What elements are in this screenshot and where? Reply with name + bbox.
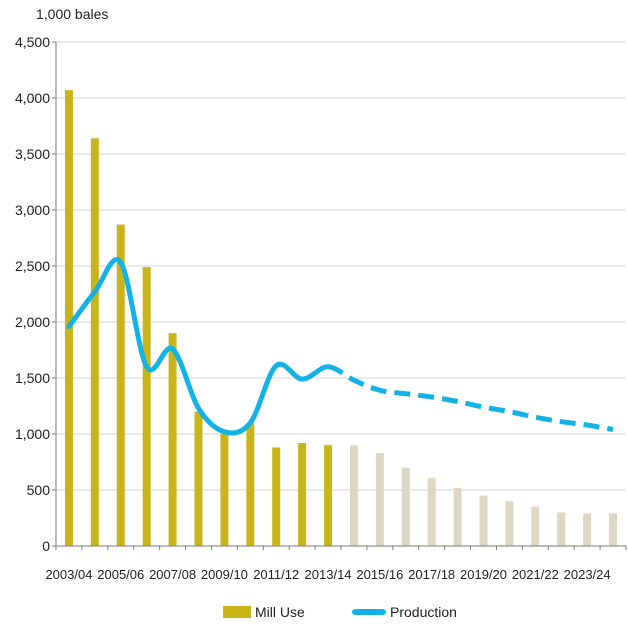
x-tick-label: 2015/16 bbox=[356, 567, 403, 582]
mill-use-bar bbox=[427, 477, 436, 546]
y-axis-ticks: 0 500 1,000 1,500 2,000 2,500 3,000 3,500 4,000 4… bbox=[15, 34, 56, 554]
mill-use-bar bbox=[220, 434, 229, 546]
mill-use-bar bbox=[246, 422, 255, 546]
x-axis bbox=[55, 545, 627, 550]
y-tick-label: 4,500 bbox=[15, 34, 50, 50]
mill-use-bar bbox=[609, 513, 618, 546]
unit-label: 1,000 bales bbox=[36, 6, 109, 22]
x-tick-label: 2005/06 bbox=[97, 567, 144, 582]
production-line-projected bbox=[327, 364, 614, 432]
production-line bbox=[66, 257, 614, 436]
y-tick-label: 1,500 bbox=[15, 370, 50, 386]
mill-use-bar bbox=[142, 267, 151, 546]
y-tick-label: 2,500 bbox=[15, 258, 50, 274]
production-line-actual bbox=[66, 257, 331, 436]
y-tick-label: 3,000 bbox=[15, 202, 50, 218]
mill-use-bar bbox=[557, 512, 566, 546]
mill-use-bar bbox=[64, 90, 73, 546]
legend-item-mill-use: Mill Use bbox=[223, 604, 305, 620]
x-tick-label: 2019/20 bbox=[460, 567, 507, 582]
mill-use-bar bbox=[453, 487, 462, 546]
mill-use-bar bbox=[401, 467, 410, 546]
legend: Mill Use Production bbox=[0, 604, 628, 624]
legend-label-mill-use: Mill Use bbox=[255, 604, 305, 620]
y-tick-label: 500 bbox=[27, 482, 51, 498]
y-tick-label: 3,500 bbox=[15, 146, 50, 162]
legend-swatch-bar bbox=[223, 606, 251, 618]
x-tick-label: 2009/10 bbox=[201, 567, 248, 582]
mill-use-bar bbox=[194, 411, 203, 546]
x-tick-label: 2013/14 bbox=[305, 567, 352, 582]
mill-use-bar bbox=[505, 501, 514, 546]
mill-use-bar bbox=[479, 495, 488, 546]
mill-use-bar bbox=[375, 453, 384, 546]
x-tick-label: 2023/24 bbox=[564, 567, 611, 582]
x-axis-ticks: 2003/04 2005/06 2007/08 2009/10 2011/12 2013/… bbox=[45, 567, 610, 582]
mill-use-bar bbox=[531, 506, 540, 546]
mill-use-bar bbox=[90, 138, 99, 546]
x-tick-label: 2003/04 bbox=[45, 567, 92, 582]
y-tick-label: 2,000 bbox=[15, 314, 50, 330]
mill-use-bar bbox=[116, 224, 125, 546]
legend-label-production: Production bbox=[390, 604, 457, 620]
mill-use-bars bbox=[64, 90, 618, 546]
mill-use-bar bbox=[168, 333, 177, 546]
legend-swatch-line bbox=[352, 609, 386, 615]
mill-use-bar bbox=[272, 447, 281, 546]
mill-use-bar bbox=[583, 513, 592, 546]
x-tick-label: 2021/22 bbox=[512, 567, 559, 582]
mill-use-bar bbox=[349, 445, 358, 546]
x-tick-label: 2011/12 bbox=[253, 567, 299, 582]
gridlines bbox=[55, 41, 626, 546]
x-tick-label: 2017/18 bbox=[408, 567, 455, 582]
mill-use-bar bbox=[324, 445, 333, 546]
legend-item-production: Production bbox=[352, 604, 457, 620]
y-tick-label: 1,000 bbox=[15, 426, 50, 442]
y-tick-label: 0 bbox=[42, 538, 50, 554]
y-tick-label: 4,000 bbox=[15, 90, 50, 106]
mill-use-bar bbox=[298, 442, 307, 546]
x-tick-label: 2007/08 bbox=[149, 567, 196, 582]
